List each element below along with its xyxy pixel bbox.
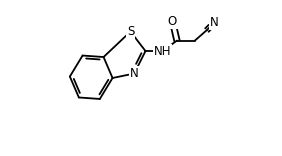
Text: NH: NH (154, 45, 171, 58)
Text: S: S (127, 25, 134, 38)
Text: O: O (168, 15, 177, 28)
Text: N: N (130, 67, 139, 80)
Text: N: N (210, 16, 219, 29)
